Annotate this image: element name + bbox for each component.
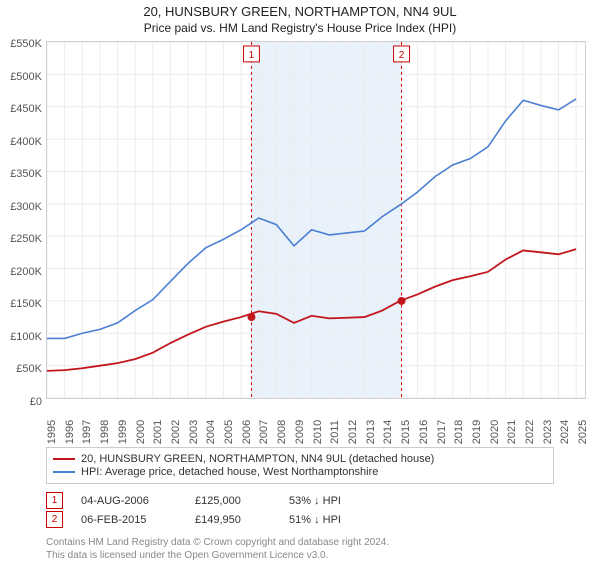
- sale-price-2: £149,950: [195, 514, 271, 526]
- legend-label-price: 20, HUNSBURY GREEN, NORTHAMPTON, NN4 9UL…: [81, 453, 434, 465]
- attribution-line-2: This data is licensed under the Open Gov…: [46, 549, 554, 562]
- sale-row-1: 1 04-AUG-2006 £125,000 53% ↓ HPI: [46, 492, 554, 509]
- sale-delta-2: 51% ↓ HPI: [289, 514, 341, 526]
- chart-svg: 12: [47, 42, 585, 398]
- sale-row-2: 2 06-FEB-2015 £149,950 51% ↓ HPI: [46, 511, 554, 528]
- sale-delta-1: 53% ↓ HPI: [289, 495, 341, 507]
- legend-item-price: 20, HUNSBURY GREEN, NORTHAMPTON, NN4 9UL…: [53, 453, 547, 465]
- sale-date-2: 06-FEB-2015: [81, 514, 177, 526]
- page-subtitle: Price paid vs. HM Land Registry's House …: [0, 21, 600, 35]
- legend-label-hpi: HPI: Average price, detached house, West…: [81, 466, 378, 478]
- legend-swatch-hpi: [53, 471, 75, 473]
- page-title: 20, HUNSBURY GREEN, NORTHAMPTON, NN4 9UL: [0, 4, 600, 19]
- attribution-text: Contains HM Land Registry data © Crown c…: [46, 536, 554, 562]
- legend-item-hpi: HPI: Average price, detached house, West…: [53, 466, 547, 478]
- chart-legend: 20, HUNSBURY GREEN, NORTHAMPTON, NN4 9UL…: [46, 447, 554, 484]
- sales-table: 1 04-AUG-2006 £125,000 53% ↓ HPI 2 06-FE…: [46, 492, 554, 528]
- sale-date-1: 04-AUG-2006: [81, 495, 177, 507]
- legend-swatch-price: [53, 458, 75, 460]
- sale-marker-2: 2: [46, 511, 63, 528]
- sale-marker-1: 1: [46, 492, 63, 509]
- chart-plot-area: 12: [46, 41, 586, 399]
- attribution-line-1: Contains HM Land Registry data © Crown c…: [46, 536, 554, 549]
- svg-text:2: 2: [399, 50, 405, 61]
- svg-text:1: 1: [249, 50, 255, 61]
- x-axis-labels: 1995199619971998199920002001200220032004…: [46, 404, 586, 440]
- sale-price-1: £125,000: [195, 495, 271, 507]
